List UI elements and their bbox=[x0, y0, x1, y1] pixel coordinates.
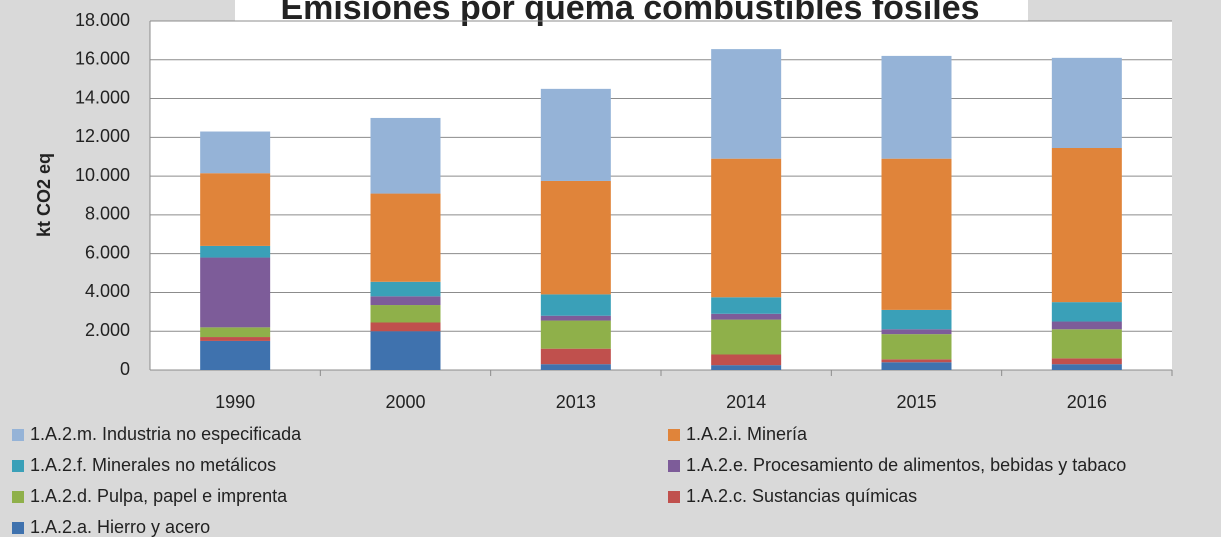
y-tick-label: 10.000 bbox=[75, 165, 130, 185]
legend-label: 1.A.2.c. Sustancias químicas bbox=[686, 486, 917, 506]
bar-segment bbox=[711, 354, 782, 366]
y-tick-label: 14.000 bbox=[75, 87, 130, 107]
bar-segment bbox=[711, 158, 782, 298]
y-tick-label: 12.000 bbox=[75, 126, 130, 146]
bar-segment bbox=[881, 55, 952, 159]
bar-segment bbox=[200, 173, 271, 246]
y-tick-label: 2.000 bbox=[85, 320, 130, 340]
bar-segment bbox=[540, 348, 611, 365]
bar-segment bbox=[881, 362, 952, 370]
legend-label: 1.A.2.e. Procesamiento de alimentos, beb… bbox=[686, 455, 1126, 475]
bar-segment bbox=[370, 331, 441, 370]
bar-segment bbox=[370, 193, 441, 282]
bar-segment bbox=[540, 315, 611, 321]
bar-segment bbox=[881, 309, 952, 330]
bar-segment bbox=[711, 365, 782, 370]
bar-segment bbox=[540, 364, 611, 370]
legend-label: 1.A.2.i. Minería bbox=[686, 424, 808, 444]
legend-swatch bbox=[668, 429, 680, 441]
bar-segment bbox=[540, 320, 611, 349]
bar-segment bbox=[540, 180, 611, 295]
legend-label: 1.A.2.f. Minerales no metálicos bbox=[30, 455, 276, 475]
bar-segment bbox=[1051, 147, 1122, 303]
bar-segment bbox=[881, 158, 952, 310]
bar-segment bbox=[200, 337, 271, 341]
legend-swatch bbox=[12, 522, 24, 534]
x-tick-label: 2000 bbox=[385, 392, 425, 412]
x-tick-label: 2015 bbox=[896, 392, 936, 412]
legend-swatch bbox=[668, 491, 680, 503]
y-tick-label: 0 bbox=[120, 359, 130, 379]
bar-segment bbox=[370, 322, 441, 332]
bar-segment bbox=[711, 49, 782, 159]
bar-segment bbox=[881, 329, 952, 335]
bar-segment bbox=[370, 117, 441, 194]
bar-segment bbox=[1051, 321, 1122, 330]
plot-area bbox=[150, 21, 1172, 370]
x-tick-label: 2013 bbox=[556, 392, 596, 412]
bar-segment bbox=[1051, 57, 1122, 148]
bar-segment bbox=[711, 313, 782, 320]
bar-segment bbox=[540, 88, 611, 181]
legend-swatch bbox=[12, 460, 24, 472]
bar-segment bbox=[200, 257, 271, 328]
bar-segment bbox=[1051, 364, 1122, 370]
x-tick-label: 2014 bbox=[726, 392, 766, 412]
y-tick-label: 4.000 bbox=[85, 281, 130, 301]
bar-segment bbox=[711, 319, 782, 355]
chart-title: Emisiones por quema combustibles fósiles bbox=[280, 0, 979, 27]
y-tick-label: 8.000 bbox=[85, 204, 130, 224]
bar-segment bbox=[200, 340, 271, 370]
title-box bbox=[235, 0, 1028, 28]
bar-segment bbox=[370, 305, 441, 323]
legend-swatch bbox=[12, 491, 24, 503]
y-tick-label: 16.000 bbox=[75, 49, 130, 69]
legend-label: 1.A.2.a. Hierro y acero bbox=[30, 517, 210, 537]
bar-segment bbox=[711, 297, 782, 314]
legend-label: 1.A.2.m. Industria no especificada bbox=[30, 424, 302, 444]
legend-swatch bbox=[12, 429, 24, 441]
bar-segment bbox=[1051, 358, 1122, 365]
bar-segment bbox=[370, 296, 441, 306]
x-tick-label: 1990 bbox=[215, 392, 255, 412]
bar-segment bbox=[881, 359, 952, 363]
bar-segment bbox=[881, 334, 952, 360]
bar-segment bbox=[200, 245, 271, 258]
bar-segment bbox=[1051, 329, 1122, 359]
x-tick-label: 2016 bbox=[1067, 392, 1107, 412]
bar-segment bbox=[540, 294, 611, 316]
legend-swatch bbox=[668, 460, 680, 472]
bar-segment bbox=[200, 131, 271, 174]
bar-segment bbox=[200, 327, 271, 338]
y-tick-label: 6.000 bbox=[85, 242, 130, 262]
y-tick-label: 18.000 bbox=[75, 10, 130, 30]
bar-segment bbox=[1051, 302, 1122, 322]
legend-label: 1.A.2.d. Pulpa, papel e imprenta bbox=[30, 486, 288, 506]
bar-segment bbox=[370, 281, 441, 297]
y-axis-label: kt CO2 eq bbox=[34, 153, 54, 237]
